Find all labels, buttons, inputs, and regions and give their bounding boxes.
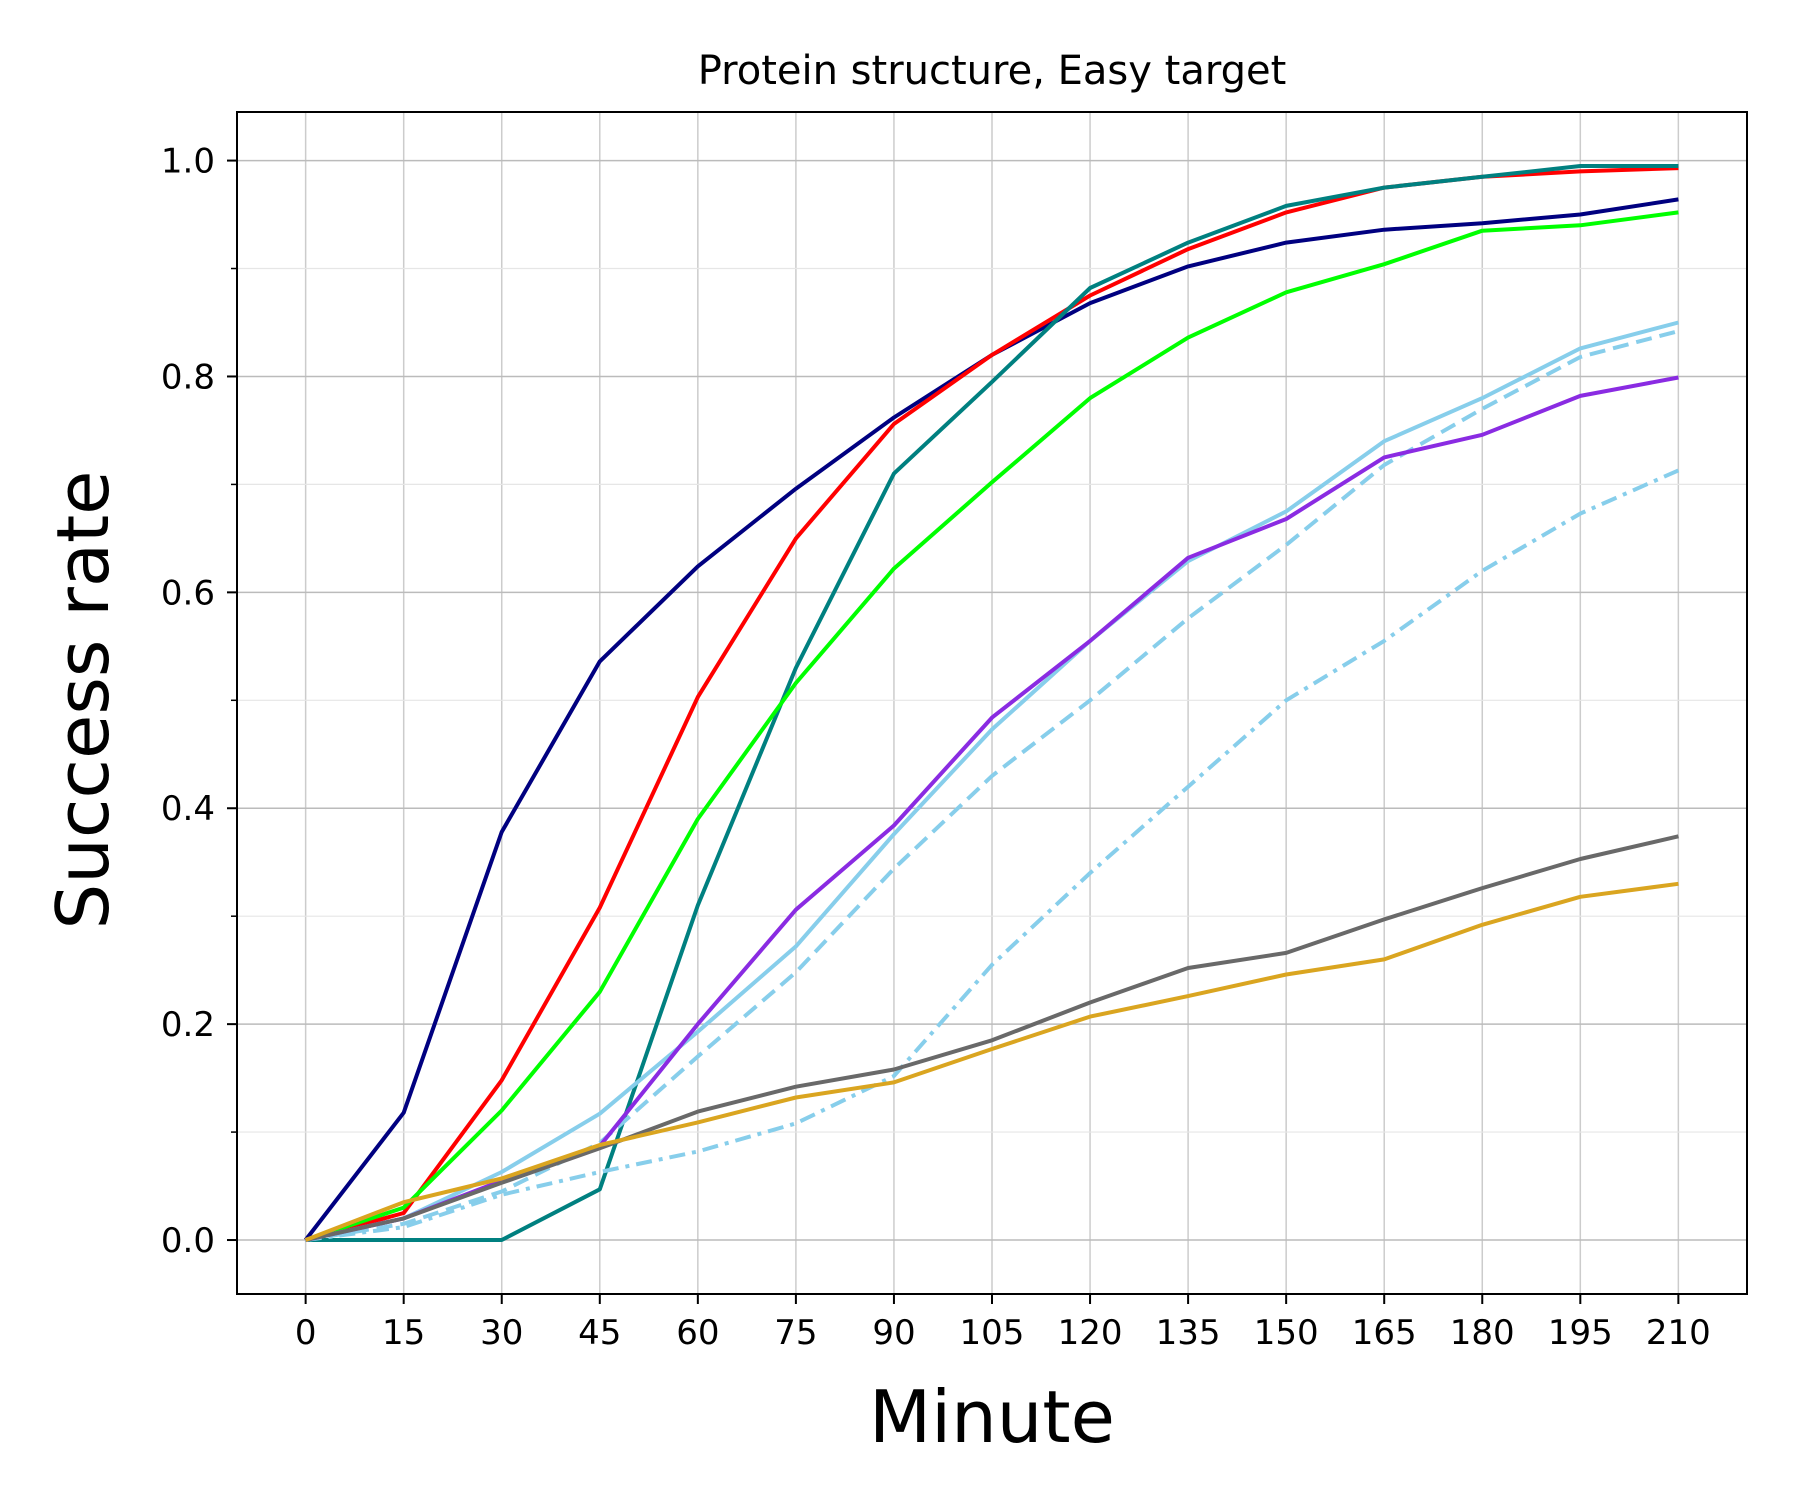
y-tick-label: 0.8 [161,357,215,397]
series-line-6 [305,329,1679,1242]
chart-title: Protein structure, Easy target [698,48,1287,94]
x-axis-label: Minute [869,1375,1115,1459]
x-tick-label: 180 [1450,1313,1515,1353]
y-tick-label: 1.0 [161,142,215,182]
x-tick-label: 45 [578,1313,621,1353]
x-tick-label: 0 [295,1313,317,1353]
x-tick-label: 165 [1352,1313,1417,1353]
x-tick-label: 120 [1058,1313,1123,1353]
y-tick-label: 0.0 [161,1221,215,1261]
x-tick-label: 60 [676,1313,719,1353]
series-line-4 [304,210,1679,1242]
x-tick-label: 75 [774,1313,817,1353]
x-tick-label: 90 [872,1313,915,1353]
series-line-5 [305,320,1679,1242]
y-tick-label: 0.2 [161,1005,215,1045]
x-tick-label: 210 [1646,1313,1711,1353]
x-tick-label: 150 [1254,1313,1319,1353]
y-tick-label: 0.6 [161,573,215,613]
x-tick-label: 15 [382,1313,425,1353]
x-tick-label: 30 [480,1313,523,1353]
series-line-3 [305,164,1679,1242]
x-tick-label: 135 [1156,1313,1221,1353]
axis-ticks: 0 15 30 45 60 75 90 105 120 135 150 165 180 195 210 0.0… [161,142,1711,1353]
x-tick-label: 105 [960,1313,1025,1353]
y-axis-label: Success rate [41,471,125,930]
y-tick-label: 0.4 [161,789,215,829]
series-line-9 [305,834,1679,1242]
x-tick-label: 195 [1548,1313,1613,1353]
series-line-10 [304,881,1679,1242]
series-lines [304,164,1680,1242]
series-line-7 [305,468,1680,1242]
